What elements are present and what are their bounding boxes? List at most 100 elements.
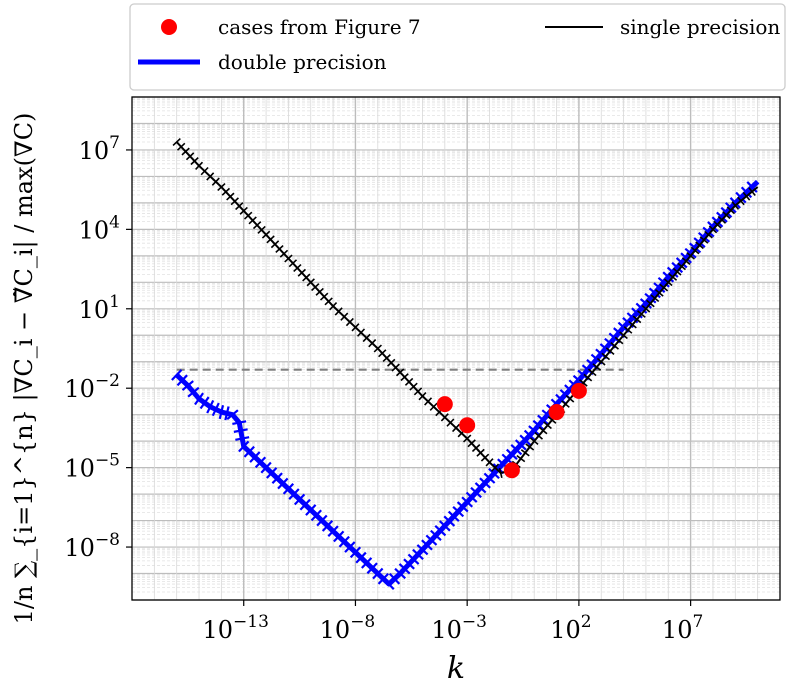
double-precision-marker <box>310 509 322 522</box>
double-precision-marker <box>474 482 487 494</box>
double-precision-marker <box>644 292 657 304</box>
single-precision-marker <box>311 283 320 292</box>
single-precision-marker <box>279 249 289 258</box>
single-precision-marker <box>211 177 220 186</box>
single-precision-marker <box>699 236 709 244</box>
single-precision-marker <box>525 443 535 451</box>
single-precision-marker <box>185 152 195 161</box>
x-tick-base: 10 <box>550 616 581 644</box>
single-precision-marker <box>409 382 418 391</box>
x-tick-label: 107 <box>662 612 703 644</box>
y-tick-base: 10 <box>79 296 110 324</box>
single-precision-marker <box>418 391 427 401</box>
y-tick-base: 10 <box>79 137 110 165</box>
single-precision-marker <box>547 416 557 424</box>
single-precision-marker <box>252 221 262 230</box>
double-precision-marker <box>461 496 474 508</box>
double-precision-marker <box>218 404 225 420</box>
double-precision-marker <box>187 386 200 398</box>
double-precision-marker <box>434 525 447 537</box>
double-precision-marker <box>327 525 339 538</box>
single-precision-marker <box>248 216 257 225</box>
y-tick-label: 107 <box>79 133 120 165</box>
single-precision-marker <box>239 206 248 215</box>
single-precision-marker <box>329 301 338 311</box>
double-precision-marker <box>711 216 724 228</box>
x-axis-label: k <box>447 651 465 686</box>
double-precision-marker <box>447 510 460 522</box>
single-precision-marker <box>491 463 500 472</box>
single-precision-marker <box>543 421 552 430</box>
single-precision-marker <box>722 211 731 220</box>
double-precision-marker <box>716 211 728 223</box>
single-precision-marker <box>520 449 530 457</box>
single-precision-marker <box>476 448 485 457</box>
x-tick-exponent: −13 <box>233 612 269 632</box>
single-precision-marker <box>619 331 628 340</box>
double-precision-marker <box>689 242 702 254</box>
double-precision-marker <box>456 501 469 513</box>
double-precision-marker <box>293 493 306 506</box>
double-precision-marker <box>416 544 429 556</box>
single-precision-marker <box>579 379 588 387</box>
double-precision-marker <box>403 558 415 570</box>
single-precision-marker <box>270 240 280 249</box>
double-precision-marker <box>510 444 523 456</box>
single-precision-marker <box>217 183 226 192</box>
single-precision-marker <box>345 317 354 327</box>
single-precision-marker <box>534 432 544 440</box>
double-precision-marker <box>316 514 328 527</box>
x-tick-base: 10 <box>320 616 351 644</box>
y-tick-exponent: −5 <box>95 451 120 471</box>
double-precision-marker <box>226 409 239 421</box>
single-precision-marker <box>731 201 740 210</box>
single-precision-marker <box>592 363 602 371</box>
double-precision-marker <box>452 505 465 518</box>
single-precision-marker <box>275 244 284 253</box>
y-tick-exponent: −8 <box>95 530 120 550</box>
double-precision-marker <box>735 191 747 204</box>
double-precision-marker <box>266 467 278 479</box>
double-precision-marker <box>697 231 711 243</box>
double-precision-marker <box>443 515 456 527</box>
double-precision-marker <box>181 380 194 391</box>
y-tick-base: 10 <box>64 375 95 403</box>
legend-label-single: single precision <box>620 15 780 39</box>
double-precision-marker <box>235 436 250 441</box>
single-precision-marker <box>601 352 611 361</box>
double-precision-marker <box>693 237 706 248</box>
single-precision-marker <box>404 377 414 386</box>
double-precision-marker <box>412 548 424 561</box>
y-tick-label: 10−2 <box>64 371 120 403</box>
single-precision-marker <box>297 268 307 277</box>
double-precision-marker <box>519 434 532 446</box>
single-precision-marker <box>357 328 366 337</box>
plot-frame <box>131 96 781 601</box>
single-precision-marker <box>362 333 371 343</box>
case-point <box>459 417 476 434</box>
double-precision-marker <box>321 520 334 532</box>
double-precision-marker <box>194 392 204 406</box>
single-precision-marker <box>451 423 461 433</box>
case-point <box>548 404 565 421</box>
double-precision-marker <box>483 472 496 484</box>
single-precision-marker <box>596 357 606 366</box>
double-precision-marker <box>171 369 183 381</box>
double-precision-marker <box>425 534 438 546</box>
single-precision-marker <box>610 342 619 350</box>
x-tick-exponent: 2 <box>581 612 592 632</box>
double-precision-marker <box>333 530 345 543</box>
legend: cases from Figure 7 single precision dou… <box>129 3 786 91</box>
single-precision-marker <box>200 166 209 176</box>
double-precision-marker <box>470 486 482 499</box>
minor-grid <box>132 97 780 593</box>
single-precision-marker <box>226 192 235 201</box>
double-precision-marker <box>282 482 295 495</box>
case-point <box>570 382 587 399</box>
x-tick-exponent: 7 <box>692 612 703 632</box>
double-precision-marker <box>299 498 311 511</box>
y-tick-exponent: 4 <box>109 212 120 232</box>
single-precision-marker <box>243 211 253 220</box>
